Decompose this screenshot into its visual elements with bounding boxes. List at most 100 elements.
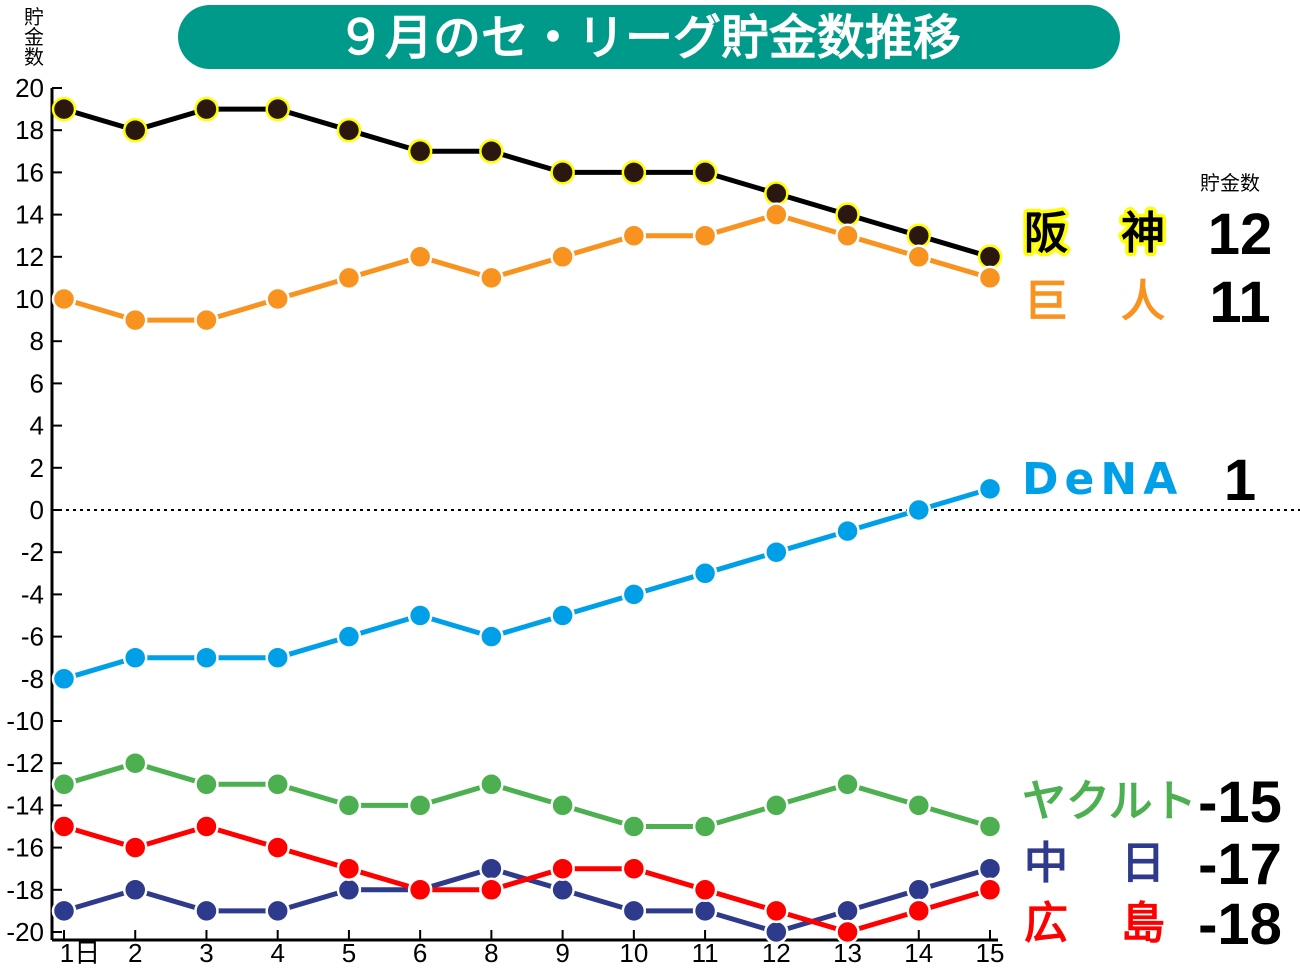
data-point xyxy=(906,793,932,818)
y-tick-label: 6 xyxy=(30,368,44,398)
data-point xyxy=(194,814,219,839)
data-point xyxy=(621,582,647,607)
x-tick-label: 5 xyxy=(342,938,356,968)
data-point xyxy=(479,877,504,903)
x-tick-label: 4 xyxy=(270,938,284,968)
data-point xyxy=(122,750,148,776)
legend-name: 阪 xyxy=(1024,208,1068,259)
y-ticks: 20181614121086420-2-4-6-8-10-12-14-16-18… xyxy=(6,73,62,947)
y-tick-label: 4 xyxy=(30,411,44,441)
legend-item: 中 日 -17 xyxy=(1024,832,1282,897)
data-point xyxy=(621,160,647,185)
data-point xyxy=(906,898,932,924)
legend-value: -15 xyxy=(1198,770,1282,835)
data-point xyxy=(122,877,148,903)
y-tick-label: -6 xyxy=(21,622,44,652)
y-tick-label: 14 xyxy=(15,200,44,230)
legend-value: -17 xyxy=(1198,832,1282,897)
y-tick-label: 18 xyxy=(15,115,44,145)
data-point xyxy=(692,561,718,586)
data-point xyxy=(621,223,647,248)
y-tick-label: 0 xyxy=(30,495,44,525)
data-point xyxy=(835,518,860,544)
legend-item: 阪 神 12 xyxy=(1021,202,1273,267)
data-point xyxy=(51,96,77,122)
data-point xyxy=(336,877,362,903)
data-point xyxy=(51,286,77,312)
legend-name: 日 xyxy=(1121,838,1165,889)
legend-name: 神 xyxy=(1121,208,1165,259)
data-point xyxy=(977,877,1003,903)
data-point xyxy=(265,835,290,860)
data-point xyxy=(265,96,290,122)
data-point xyxy=(692,898,718,924)
legend-value: 12 xyxy=(1208,202,1273,267)
data-point xyxy=(336,117,362,143)
data-point xyxy=(764,793,789,818)
data-point xyxy=(692,223,718,248)
data-point xyxy=(550,877,575,903)
x-tick-label: 11 xyxy=(692,938,719,968)
data-point xyxy=(977,244,1003,270)
data-point xyxy=(194,645,219,670)
data-point xyxy=(621,856,647,881)
data-point xyxy=(194,96,219,122)
series-line xyxy=(63,212,991,323)
y-tick-label: -18 xyxy=(6,875,44,905)
y-tick-label: -2 xyxy=(21,537,44,567)
data-point xyxy=(764,919,789,945)
legend-header: 貯金数 xyxy=(1200,171,1260,195)
y-axis-label: 貯金数 xyxy=(24,5,44,69)
data-point xyxy=(550,603,575,628)
series-1 xyxy=(51,202,1003,333)
data-point xyxy=(835,772,860,797)
data-point xyxy=(692,877,718,903)
y-tick-label: -20 xyxy=(6,917,44,947)
legend-name: 島 xyxy=(1121,898,1165,949)
legend-item: 巨 人 11 xyxy=(1024,270,1271,335)
x-ticks: 1日 2 3 4 5 6 8 9 10 11 12 13 14 15 xyxy=(60,930,1004,968)
data-point xyxy=(906,244,932,270)
y-tick-label: -10 xyxy=(6,706,44,736)
legend-value: 11 xyxy=(1209,270,1270,335)
data-point xyxy=(265,898,290,924)
data-point xyxy=(764,539,789,565)
x-tick-label: 9 xyxy=(555,938,569,968)
y-tick-label: -14 xyxy=(6,790,44,820)
data-point xyxy=(550,793,575,818)
data-point xyxy=(621,814,647,839)
data-point xyxy=(764,898,789,924)
data-point xyxy=(977,476,1003,502)
data-point xyxy=(407,139,433,164)
title-background xyxy=(178,5,1120,69)
legend-name: ヤクルト xyxy=(1022,776,1197,827)
chart-title: ９月のセ・リーグ貯金数推移 xyxy=(337,10,961,66)
series-group xyxy=(51,96,1003,945)
data-point xyxy=(764,202,789,227)
legend-value: 1 xyxy=(1224,448,1256,513)
data-point xyxy=(479,856,504,881)
data-point xyxy=(692,814,718,839)
data-point xyxy=(692,160,718,185)
x-tick-label: 3 xyxy=(199,938,213,968)
data-point xyxy=(336,856,362,881)
data-point xyxy=(835,223,860,248)
data-point xyxy=(835,898,860,924)
data-point xyxy=(265,772,290,797)
x-tick-label: 14 xyxy=(904,938,933,968)
data-point xyxy=(51,772,77,797)
data-point xyxy=(407,877,433,903)
data-point xyxy=(764,181,789,206)
data-point xyxy=(336,265,362,291)
data-point xyxy=(407,244,433,270)
legend-item: ヤクルト -15 xyxy=(1022,770,1282,835)
data-point xyxy=(550,856,575,881)
legend: 阪神 12巨人 11DeNA 1ヤクルト -15中日 -17広島 -18 xyxy=(1021,202,1282,957)
data-point xyxy=(407,603,433,628)
data-point xyxy=(977,856,1003,881)
series-5 xyxy=(51,814,1003,945)
data-point xyxy=(122,835,148,860)
data-point xyxy=(336,793,362,818)
x-tick-label: 8 xyxy=(484,938,498,968)
